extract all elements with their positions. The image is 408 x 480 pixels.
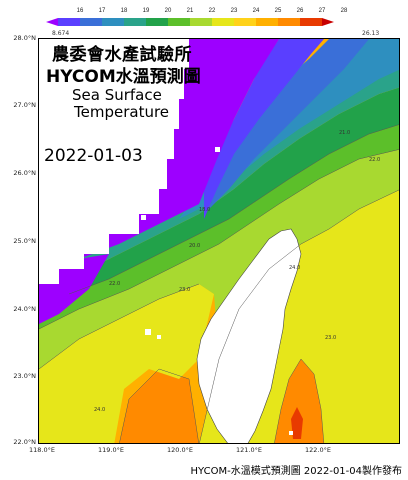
colorbar-segment [58, 18, 80, 26]
colorbar-scale [46, 18, 334, 26]
colorbar-segment [278, 18, 300, 26]
footer-caption: HYCOM-水溫模式預測圖 2022-01-04製作發布 [190, 466, 402, 477]
sst-region-21 [39, 87, 399, 304]
lat-label: 22.0°N [13, 438, 36, 446]
colorbar-segment [124, 18, 146, 26]
lat-label: 25.0°N [13, 237, 36, 245]
coastal-islet [215, 147, 220, 152]
lon-label: 118.0°E [29, 446, 55, 454]
colorbar-tick-label: 16 [76, 8, 84, 14]
colorbar-segment [168, 18, 190, 26]
sst-region-27 [291, 407, 303, 439]
colorbar [42, 14, 360, 30]
contour-label: 23.0 [179, 287, 190, 293]
lon-label: 120.0°E [167, 446, 193, 454]
title-english-line2: Temperature [74, 103, 170, 121]
colorbar-tick-label: 27 [318, 8, 326, 14]
penghu-islet [157, 335, 161, 339]
penghu-islet [145, 329, 151, 335]
colorbar-max-arrow [322, 18, 334, 26]
lat-label: 26.0°N [13, 169, 36, 177]
colorbar-segment [212, 18, 234, 26]
title-chinese: 農委會水產試驗所 [52, 45, 192, 65]
lat-label: 24.0°N [13, 305, 36, 313]
colorbar-segment [102, 18, 124, 26]
sst-region-20 [39, 67, 399, 289]
colorbar-tick-label: 26 [296, 8, 304, 14]
sst-region-18 [209, 39, 369, 209]
coastal-islet [141, 215, 146, 220]
sst-region-22 [39, 124, 399, 329]
colorbar-max-label: 26.13 [362, 30, 380, 37]
colorbar-tick-label: 20 [164, 8, 172, 14]
colorbar-tick-label: 18 [120, 8, 128, 14]
sst-region-17 [204, 39, 324, 219]
colorbar-segment [256, 18, 278, 26]
colorbar-tick-label: 23 [230, 8, 238, 14]
contour-label: 22.0 [109, 281, 120, 287]
colorbar-min-arrow [46, 18, 58, 26]
sst-map-canvas: 18.0 20.0 22.0 23.0 24.0 23.0 21.0 22.0 … [39, 39, 399, 443]
lon-label: 121.0°E [236, 446, 262, 454]
colorbar-tick-label: 21 [186, 8, 194, 14]
colorbar-segment [80, 18, 102, 26]
forecast-date: 2022-01-03 [44, 146, 143, 166]
colorbar-min-label: 8.674 [52, 30, 70, 37]
colorbar-tick-label: 19 [142, 8, 150, 14]
contour-value-labels: 18.0 20.0 22.0 23.0 24.0 23.0 21.0 22.0 … [94, 130, 380, 413]
colorbar-tick-label: 25 [274, 8, 282, 14]
coastal-islet [289, 431, 293, 435]
contour-label: 20.0 [189, 243, 200, 249]
sst-map: 18.0 20.0 22.0 23.0 24.0 23.0 21.0 22.0 … [38, 38, 400, 444]
colorbar-segment [234, 18, 256, 26]
sst-region-26-se [274, 359, 324, 443]
lon-label: 119.0°E [98, 446, 124, 454]
colorbar-tick-label: 24 [252, 8, 260, 14]
lat-label: 27.0°N [13, 101, 36, 109]
mainland-china [39, 39, 189, 284]
colorbar-segment [190, 18, 212, 26]
lon-label: 122.0°E [305, 446, 331, 454]
taiwan-island [196, 228, 302, 443]
colorbar-tick-label: 28 [340, 8, 348, 14]
title-hycom: HYCOM水溫預測圖 [46, 67, 201, 87]
colorbar-tick-label: 22 [208, 8, 216, 14]
contour-label: 18.0 [199, 207, 210, 213]
sst-region-24-west [39, 284, 214, 443]
colorbar-tick-label: 17 [98, 8, 106, 14]
contour-label: 21.0 [339, 130, 350, 136]
colorbar-segment [300, 18, 322, 26]
contour-label: 22.0 [369, 157, 380, 163]
sst-region-26-sw [119, 369, 199, 443]
contour-lines [39, 124, 399, 443]
contour-label: 23.0 [325, 335, 336, 341]
contour-label: 24.0 [94, 407, 105, 413]
sst-region-23 [39, 149, 399, 369]
contour-label: 24.0 [289, 265, 300, 271]
lat-label: 23.0°N [13, 372, 36, 380]
lat-label: 28.0°N [13, 34, 36, 42]
colorbar-segment [146, 18, 168, 26]
title-english-line1: Sea Surface [72, 86, 162, 104]
